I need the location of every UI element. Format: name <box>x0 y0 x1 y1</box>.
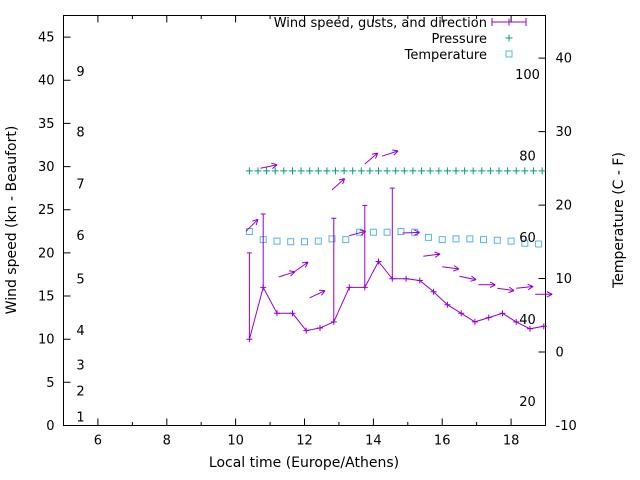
fahrenheit-scale-label: 60 <box>519 231 536 246</box>
x-tick-label: 12 <box>296 434 313 449</box>
y-left-tick-label: 45 <box>38 31 55 46</box>
fahrenheit-scale-label: 100 <box>515 68 540 83</box>
wind-direction-arrows <box>245 149 553 299</box>
y-left-tick-label: 5 <box>46 376 54 391</box>
beaufort-scale-label: 5 <box>76 272 84 287</box>
axis-labels: 6 8 10 12 14 16 18051015202530354045-100102030… <box>38 31 577 449</box>
y-left-tick-label: 35 <box>38 117 55 132</box>
x-tick-label: 14 <box>365 434 382 449</box>
beaufort-scale-label: 7 <box>76 177 84 192</box>
legend-marker-wind <box>491 18 527 26</box>
beaufort-scale-label: 6 <box>76 229 84 244</box>
beaufort-scale-label: 8 <box>76 126 84 141</box>
y-left-axis-title: Wind speed (kn - Beaufort) <box>4 126 20 315</box>
beaufort-scale-label: 2 <box>76 385 84 400</box>
beaufort-scale-label: 3 <box>76 359 84 374</box>
x-tick-label: 16 <box>434 434 451 449</box>
legend: Wind speed, gusts, and direction Pressur… <box>274 16 527 63</box>
y-left-tick-label: 0 <box>46 419 54 434</box>
y-left-tick-label: 25 <box>38 203 55 218</box>
fahrenheit-scale-label: 40 <box>519 313 536 328</box>
fahrenheit-scale-label: 20 <box>519 395 536 410</box>
axis-ticks <box>63 15 546 426</box>
temperature-marks <box>245 228 543 248</box>
y-right-tick-label: 10 <box>556 272 573 287</box>
legend-marker-pressure <box>505 34 513 42</box>
wind-point-markers <box>246 258 547 343</box>
y-right-tick-label: 20 <box>556 199 573 214</box>
x-tick-label: 8 <box>163 434 171 449</box>
legend-label-temperature: Temperature <box>404 48 487 63</box>
plot-border <box>63 15 546 426</box>
wind-speed-line <box>248 260 544 340</box>
legend-label-wind: Wind speed, gusts, and direction <box>274 16 487 31</box>
beaufort-scale-label: 4 <box>76 324 84 339</box>
y-left-tick-label: 40 <box>38 74 55 89</box>
y-left-tick-label: 20 <box>38 246 55 261</box>
y-right-axis-title: Temperature (C - F) <box>611 152 627 289</box>
y-right-tick-label: 30 <box>556 125 573 140</box>
beaufort-scale-label: 9 <box>76 65 84 80</box>
y-right-tick-label: -10 <box>556 419 577 434</box>
plot-frame <box>63 15 546 426</box>
plot-series <box>245 149 553 343</box>
x-axis-title: Local time (Europe/Athens) <box>209 455 399 471</box>
wind-gust-bars <box>246 187 395 340</box>
y-left-tick-label: 15 <box>38 290 55 305</box>
y-left-tick-label: 30 <box>38 160 55 175</box>
x-tick-label: 10 <box>227 434 244 449</box>
fahrenheit-scale-label: 80 <box>519 149 536 164</box>
y-right-tick-label: 40 <box>556 52 573 67</box>
beaufort-scale-label: 1 <box>76 410 84 425</box>
x-tick-label: 18 <box>503 434 520 449</box>
y-right-tick-label: 0 <box>556 346 564 361</box>
legend-marker-temperature <box>505 50 513 58</box>
y-left-tick-label: 10 <box>38 333 55 348</box>
legend-label-pressure: Pressure <box>431 32 487 47</box>
pressure-marks <box>245 167 546 175</box>
x-tick-label: 6 <box>94 434 102 449</box>
